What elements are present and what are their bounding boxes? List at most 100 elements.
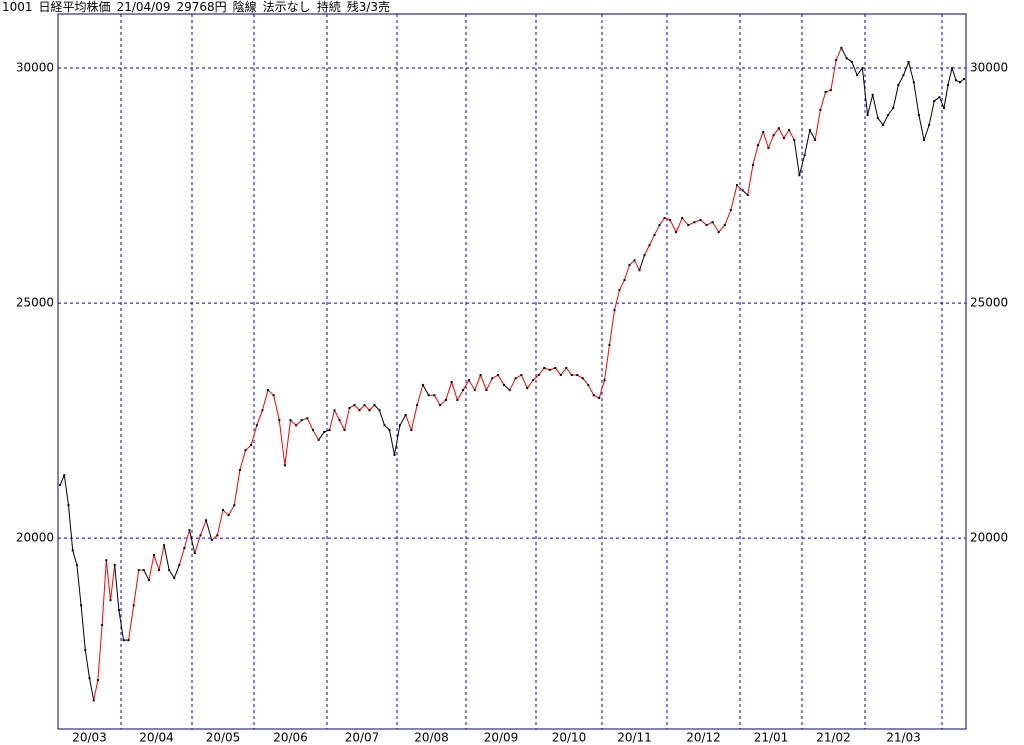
line-segment bbox=[485, 378, 493, 391]
data-point bbox=[272, 394, 275, 397]
data-point bbox=[147, 578, 150, 581]
data-point bbox=[410, 429, 413, 432]
data-point bbox=[368, 409, 371, 412]
data-point bbox=[681, 217, 684, 220]
data-point bbox=[819, 108, 822, 111]
data-point bbox=[168, 569, 171, 572]
data-point bbox=[222, 508, 224, 511]
line-segment bbox=[101, 560, 107, 626]
data-point bbox=[729, 209, 732, 212]
line-segment bbox=[158, 545, 165, 571]
header-item: 日経平均株価 bbox=[38, 0, 111, 14]
line-segment bbox=[143, 569, 150, 581]
data-point bbox=[348, 406, 351, 409]
data-point bbox=[598, 397, 601, 400]
line-segment bbox=[560, 367, 567, 376]
data-point bbox=[439, 404, 442, 407]
data-point bbox=[404, 413, 407, 416]
line-segment bbox=[173, 564, 180, 579]
data-point bbox=[67, 504, 70, 507]
data-point bbox=[699, 218, 702, 221]
data-point bbox=[705, 224, 708, 227]
data-point bbox=[514, 377, 517, 380]
data-point bbox=[829, 89, 832, 92]
data-point bbox=[261, 409, 264, 412]
line-segment bbox=[903, 61, 910, 76]
data-point bbox=[383, 424, 386, 427]
x-tick-label: 20/04 bbox=[139, 731, 174, 745]
data-point bbox=[570, 374, 573, 377]
line-segment bbox=[278, 420, 286, 466]
line-segment bbox=[410, 404, 418, 431]
line-segment bbox=[872, 94, 879, 118]
line-segment bbox=[468, 379, 476, 391]
line-segment bbox=[654, 224, 660, 236]
data-point bbox=[127, 639, 130, 642]
data-point bbox=[71, 549, 74, 552]
line-segment bbox=[767, 135, 775, 149]
data-point bbox=[333, 409, 336, 412]
data-point bbox=[663, 217, 666, 220]
data-point bbox=[866, 114, 869, 117]
line-segment bbox=[688, 221, 695, 226]
line-segment bbox=[433, 394, 441, 406]
data-point bbox=[497, 374, 500, 377]
data-point bbox=[845, 57, 848, 60]
header-item: 持続 bbox=[316, 0, 341, 14]
data-point bbox=[824, 91, 827, 94]
line-segment bbox=[951, 67, 957, 81]
data-point bbox=[328, 429, 331, 432]
line-segment bbox=[861, 68, 869, 116]
line-segment bbox=[947, 67, 953, 86]
data-point bbox=[183, 547, 186, 550]
data-point bbox=[565, 366, 568, 369]
line-segment bbox=[624, 264, 630, 281]
line-segment bbox=[509, 378, 517, 391]
data-point bbox=[178, 563, 181, 566]
x-tick-label: 20/08 bbox=[414, 731, 449, 745]
line-segment bbox=[405, 414, 412, 431]
line-segment bbox=[659, 217, 665, 226]
data-point bbox=[502, 383, 505, 386]
x-tick-label: 20/10 bbox=[552, 731, 587, 745]
line-segment bbox=[897, 74, 904, 86]
data-point bbox=[63, 474, 66, 477]
data-point bbox=[628, 264, 631, 267]
line-segment bbox=[399, 414, 407, 426]
y-tick-label: 20000 bbox=[16, 531, 54, 545]
header-item: 残3/3売 bbox=[346, 0, 391, 14]
x-tick-label: 20/06 bbox=[273, 731, 308, 745]
data-point bbox=[84, 649, 87, 652]
line-segment bbox=[918, 114, 925, 141]
line-segment bbox=[233, 469, 241, 506]
data-point bbox=[757, 144, 760, 147]
data-point bbox=[75, 563, 78, 566]
line-segment bbox=[451, 381, 458, 401]
line-segment bbox=[284, 420, 291, 466]
data-point bbox=[250, 444, 253, 447]
line-segment bbox=[526, 379, 534, 389]
line-segment bbox=[462, 379, 470, 391]
data-point bbox=[92, 699, 95, 702]
line-segment bbox=[80, 605, 86, 651]
line-segment bbox=[216, 509, 224, 536]
line-segment bbox=[565, 367, 573, 376]
y-tick-label: 30000 bbox=[16, 61, 54, 75]
data-point bbox=[343, 429, 346, 432]
data-point bbox=[887, 114, 890, 117]
data-point bbox=[608, 343, 611, 346]
data-point bbox=[238, 468, 241, 471]
data-point bbox=[808, 129, 811, 132]
line-segment bbox=[416, 384, 424, 406]
line-segment bbox=[520, 374, 528, 389]
line-segment bbox=[68, 505, 74, 551]
data-point bbox=[603, 379, 606, 382]
data-point bbox=[244, 449, 247, 452]
data-point bbox=[907, 60, 910, 63]
data-point bbox=[592, 394, 595, 397]
x-tick-label: 21/03 bbox=[886, 731, 921, 745]
line-segment bbox=[312, 429, 320, 441]
line-segment bbox=[747, 164, 754, 196]
data-point bbox=[255, 424, 258, 427]
line-segment bbox=[788, 129, 795, 141]
